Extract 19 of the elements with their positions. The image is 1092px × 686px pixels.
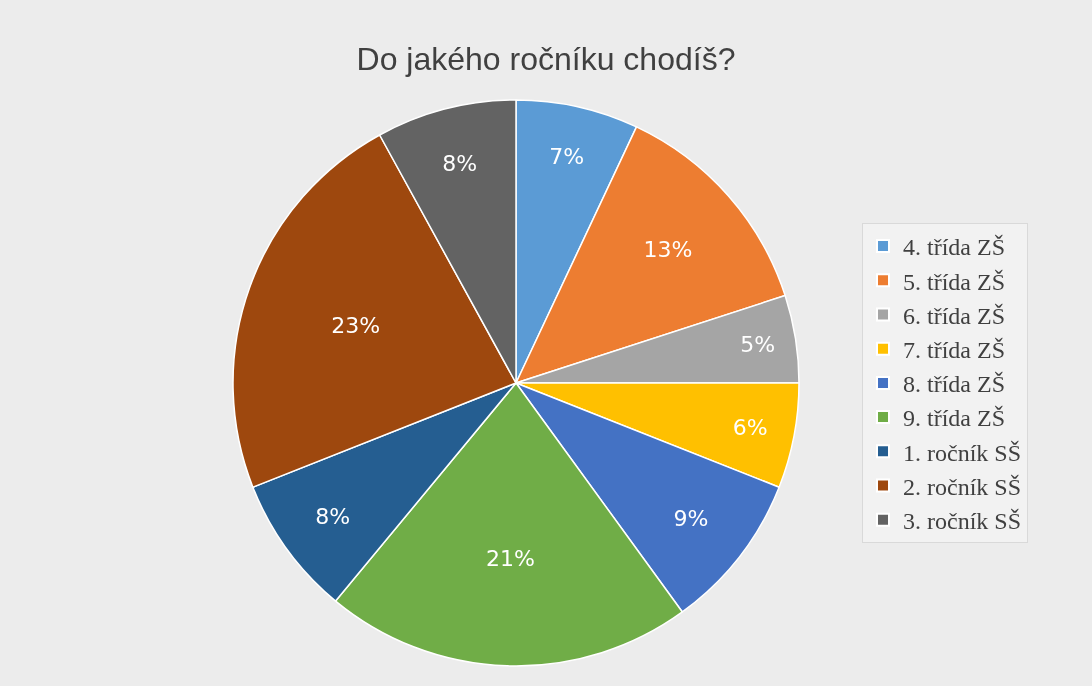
data-label: 6%	[732, 415, 768, 441]
legend-label: 4. třída ZŠ	[903, 234, 1005, 261]
legend-label: 2. ročník SŠ	[903, 473, 1022, 500]
data-label: 8%	[442, 150, 478, 176]
data-label: 13%	[643, 236, 693, 262]
data-label: 8%	[315, 503, 351, 529]
data-label: 7%	[549, 143, 585, 169]
legend-label: 8. třída ZŠ	[903, 371, 1005, 398]
data-label: 5%	[740, 332, 776, 358]
data-label: 23%	[331, 312, 381, 338]
legend-label: 6. třída ZŠ	[903, 302, 1005, 329]
legend-label: 3. ročník SŠ	[903, 508, 1022, 535]
data-label: 21%	[486, 545, 535, 571]
legend-label: 9. třída ZŠ	[903, 405, 1005, 432]
chart-title: Do jakého ročníku chodíš?	[356, 41, 736, 78]
legend-label: 7. třída ZŠ	[903, 337, 1005, 364]
data-label: 9%	[673, 506, 709, 532]
legend-label: 1. ročník SŠ	[903, 439, 1022, 466]
legend-label: 5. třída ZŠ	[903, 268, 1005, 295]
